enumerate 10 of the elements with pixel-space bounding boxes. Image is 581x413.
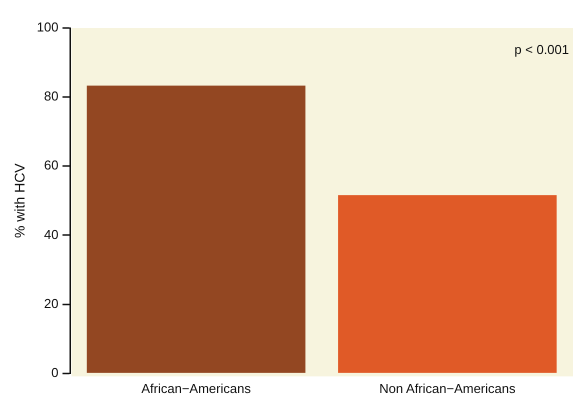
y-tick-label: 80 (44, 88, 58, 104)
y-tick-label: 100 (36, 20, 58, 35)
y-tick-label: 20 (44, 296, 58, 311)
x-tick-label: Non African−Americans (379, 380, 516, 396)
y-tick-label: 40 (44, 226, 58, 242)
y-tick-label: 60 (44, 158, 58, 173)
x-tick-label: African−Americans (141, 380, 252, 396)
y-axis-title: % with HCV (11, 162, 28, 238)
annotation: p < 0.001 (514, 42, 569, 58)
y-tick-label: 0 (51, 364, 58, 380)
